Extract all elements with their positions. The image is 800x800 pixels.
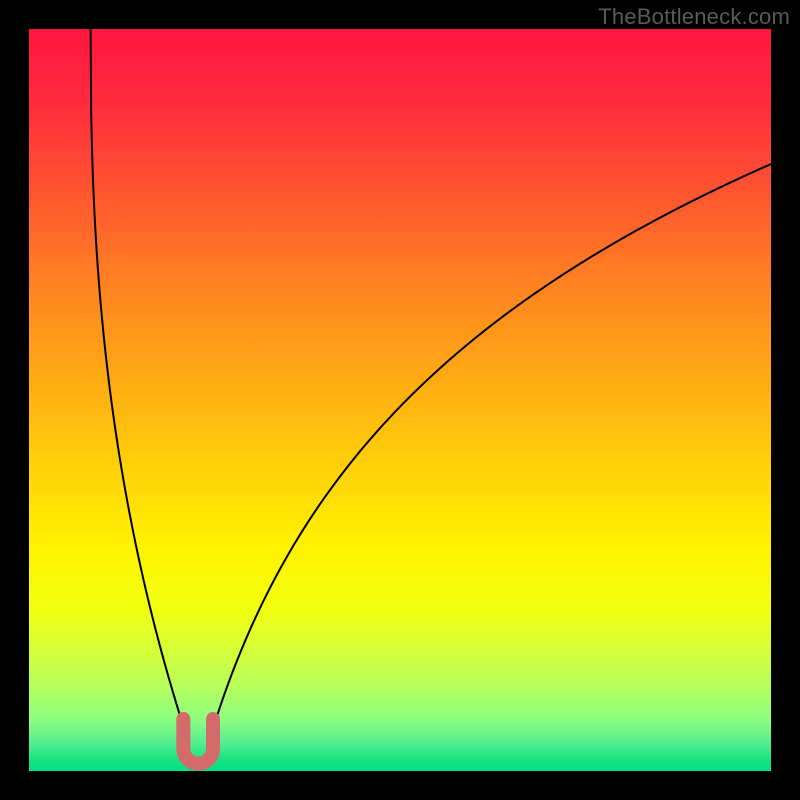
chart-container: TheBottleneck.com (0, 0, 800, 800)
plot-background (29, 29, 771, 771)
watermark-text: TheBottleneck.com (598, 4, 790, 30)
bottleneck-chart (0, 0, 800, 800)
